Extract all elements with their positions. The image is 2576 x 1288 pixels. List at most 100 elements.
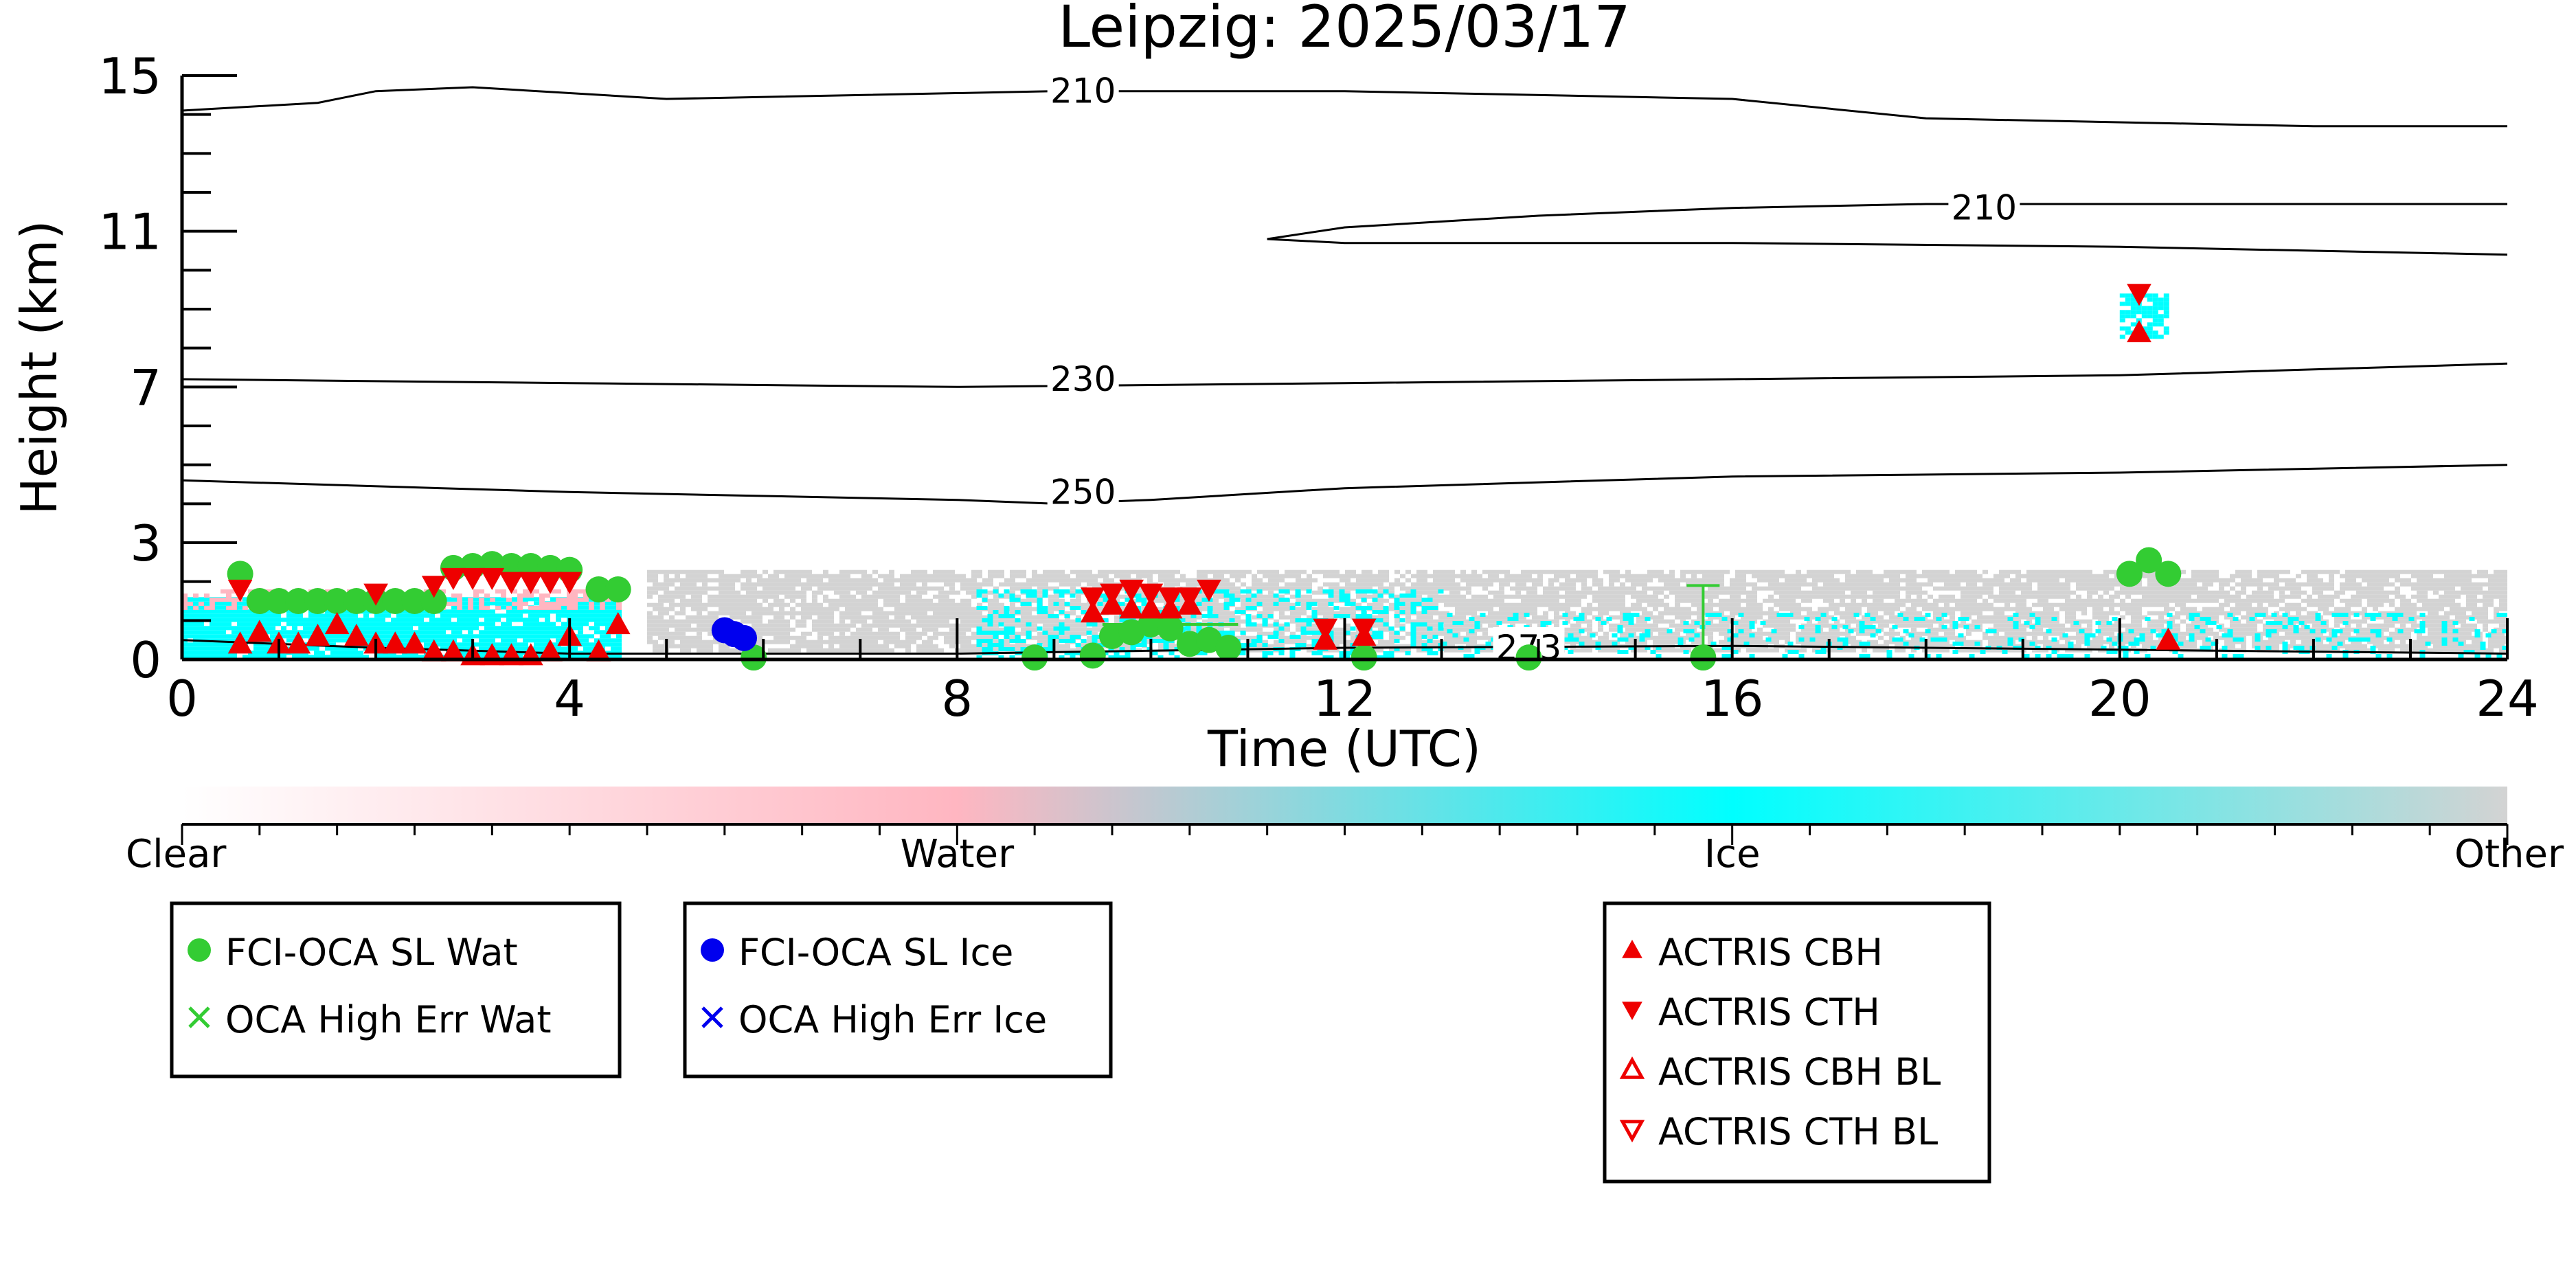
cloud-mask-cell [1719, 602, 1724, 607]
cloud-mask-cell [2367, 598, 2373, 603]
cloud-mask-cell [2043, 598, 2048, 603]
cloud-mask-cell [2252, 598, 2257, 603]
cloud-mask-cell [2257, 598, 2263, 603]
cloud-mask-cell [1911, 615, 1917, 620]
cloud-mask-cell [1318, 602, 1323, 607]
cloud-mask-cell [1279, 644, 1285, 648]
cloud-mask-cell [1158, 607, 1164, 611]
cloud-mask-cell [801, 644, 806, 648]
cloud-mask-cell [1642, 623, 1647, 628]
cloud-mask-cell [1697, 569, 1702, 574]
cloud-mask-cell [1548, 594, 1554, 599]
cloud-mask-cell [2054, 586, 2059, 591]
cloud-mask-cell [1845, 615, 1851, 620]
cloud-mask-cell [2230, 574, 2235, 578]
cloud-mask-cell [1274, 607, 1279, 611]
cloud-mask-cell [1394, 594, 1400, 599]
cloud-mask-cell [2015, 602, 2021, 607]
cloud-mask-cell [1416, 594, 1422, 599]
cloud-mask-cell [730, 586, 735, 591]
cloud-mask-cell [1449, 569, 1455, 574]
cloud-mask-cell [752, 623, 757, 628]
cloud-mask-cell [1785, 640, 1790, 644]
cloud-mask-cell [1664, 578, 1669, 583]
cloud-mask-cell [949, 590, 955, 595]
cloud-mask-cell [1961, 594, 1966, 599]
cloud-mask-cell [1235, 635, 1241, 640]
cloud-mask-cell [872, 648, 878, 653]
cloud-mask-cell [1460, 574, 1466, 578]
cloud-mask-cell [1993, 611, 1999, 615]
cloud-mask-cell [746, 602, 752, 607]
cloud-mask-cell [1565, 582, 1570, 587]
cloud-mask-cell [1274, 640, 1279, 644]
cloud-mask-cell [2092, 635, 2098, 640]
cloud-mask-cell [1301, 623, 1307, 628]
cloud-mask-cell [2274, 578, 2279, 583]
cloud-mask-cell [867, 640, 872, 644]
cloud-mask-cell [1416, 631, 1422, 636]
cloud-mask-cell [922, 598, 927, 603]
cloud-mask-cell [966, 627, 971, 632]
cloud-mask-cell [2345, 615, 2351, 620]
cloud-mask-cell [1351, 574, 1356, 578]
cloud-mask-cell [1499, 598, 1504, 603]
cloud-mask-cell [1416, 578, 1422, 583]
cloud-mask-cell [1383, 619, 1389, 624]
cloud-mask-cell [1537, 578, 1543, 583]
cloud-mask-cell [2048, 631, 2054, 636]
cloud-mask-cell [1790, 607, 1796, 611]
cloud-mask-cell [2312, 631, 2318, 636]
cloud-mask-cell [669, 640, 675, 644]
cloud-mask-cell [1076, 582, 1081, 587]
cloud-mask-cell [1807, 574, 1812, 578]
cloud-mask-cell [647, 569, 653, 574]
cloud-mask-cell [1587, 569, 1592, 574]
cloud-mask-cell [1532, 619, 1537, 624]
cloud-mask-cell [1818, 640, 1823, 644]
cloud-mask-cell [1290, 594, 1296, 599]
cloud-mask-cell [1021, 569, 1026, 574]
cloud-mask-cell [1235, 627, 1241, 632]
cloud-mask-cell [647, 586, 653, 591]
cloud-mask-cell [1768, 648, 1774, 653]
cloud-mask-cell [1416, 640, 1422, 644]
cloud-mask-cell [724, 590, 730, 595]
cloud-mask-cell [1757, 574, 1763, 578]
cloud-mask-cell [1471, 569, 1477, 574]
cloud-mask-cell [1015, 648, 1021, 653]
cloud-mask-cell [2318, 590, 2323, 595]
cloud-mask-cell [1070, 619, 1076, 624]
cloud-mask-cell [1862, 586, 1867, 591]
cloud-mask-cell [1416, 598, 1422, 603]
cloud-mask-cell [1378, 607, 1383, 611]
cloud-mask-cell [1230, 582, 1235, 587]
cloud-mask-cell [1867, 631, 1873, 636]
cloud-mask-cell [1768, 582, 1774, 587]
cloud-mask-cell [861, 586, 867, 591]
cloud-mask-cell [1307, 586, 1312, 591]
cloud-mask-cell [1642, 598, 1647, 603]
cloud-mask-cell [2307, 578, 2312, 583]
cloud-mask-cell [938, 631, 944, 636]
cloud-mask-cell [735, 602, 741, 607]
cloud-mask-cell [2323, 611, 2329, 615]
cloud-mask-cell [2329, 594, 2334, 599]
cloud-mask-cell [988, 598, 993, 603]
cloud-mask-cell [1268, 607, 1274, 611]
cloud-mask-cell [1823, 635, 1829, 640]
cloud-mask-cell [856, 602, 861, 607]
cloud-mask-cell [1449, 602, 1455, 607]
cloud-mask-cell [1213, 619, 1219, 624]
cloud-mask-cell [1642, 611, 1647, 615]
cloud-mask-cell [2318, 598, 2323, 603]
cloud-mask-cell [1928, 574, 1933, 578]
cloud-mask-cell [1774, 569, 1779, 574]
cloud-mask-cell [2213, 611, 2219, 615]
cloud-mask-cell [1785, 582, 1790, 587]
cloud-mask-cell [1757, 635, 1763, 640]
cloud-mask-cell [845, 648, 850, 653]
cloud-mask-cell [691, 586, 697, 591]
cloud-mask-cell [949, 631, 955, 636]
cloud-mask-cell [1263, 569, 1268, 574]
